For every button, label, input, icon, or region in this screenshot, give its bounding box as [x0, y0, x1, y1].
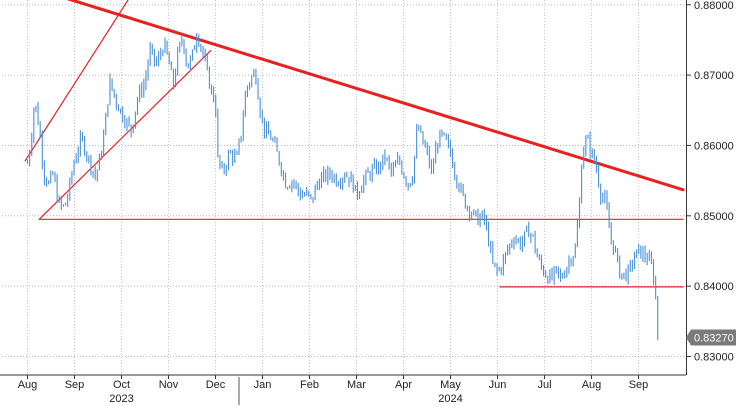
y-tick-label: 0.87000: [694, 70, 734, 82]
y-tick-label: 0.88000: [694, 0, 734, 12]
y-tick-label: 0.85000: [694, 211, 734, 223]
x-tick-label: Feb: [300, 379, 319, 391]
x-tick-label: Aug: [18, 379, 38, 391]
x-tick-label: Oct: [113, 379, 130, 391]
x-tick-label: Dec: [206, 379, 226, 391]
trendline-2: [38, 49, 212, 220]
x-tick-label: Aug: [582, 379, 602, 391]
y-axis: 0.83000 0.84000 0.85000 0.86000 0.87000 0.880…: [686, 0, 734, 375]
x-year-label: 2024: [438, 393, 462, 405]
x-tick-label: Mar: [347, 379, 366, 391]
x-tick-label: Sep: [65, 379, 85, 391]
x-tick-label: Jul: [537, 379, 551, 391]
y-tick-label: 0.83000: [694, 352, 734, 364]
x-tick-label: Apr: [395, 379, 412, 391]
x-tick-label: Nov: [159, 379, 179, 391]
last-price-label: 0.83270: [694, 333, 734, 345]
x-tick-label: Sep: [629, 379, 649, 391]
last-price-tag: 0.83270: [686, 329, 736, 346]
x-tick-label: Jun: [489, 379, 507, 391]
x-axis: Aug Sep Oct Nov Dec Jan Feb Mar Apr May Jun Jul Aug S…: [0, 374, 686, 405]
trendline-1: [24, 0, 129, 162]
chart-grid: [2, 0, 686, 375]
y-tick-label: 0.84000: [694, 281, 734, 293]
y-tick-label: 0.86000: [694, 140, 734, 152]
price-series: [26, 32, 659, 341]
x-year-label: 2023: [109, 393, 133, 405]
last-price-tag-bg: [686, 329, 736, 346]
trendline-0: [66, 0, 685, 192]
x-tick-label: May: [440, 379, 461, 391]
trendlines: [24, 0, 685, 288]
x-tick-label: Jan: [254, 379, 272, 391]
